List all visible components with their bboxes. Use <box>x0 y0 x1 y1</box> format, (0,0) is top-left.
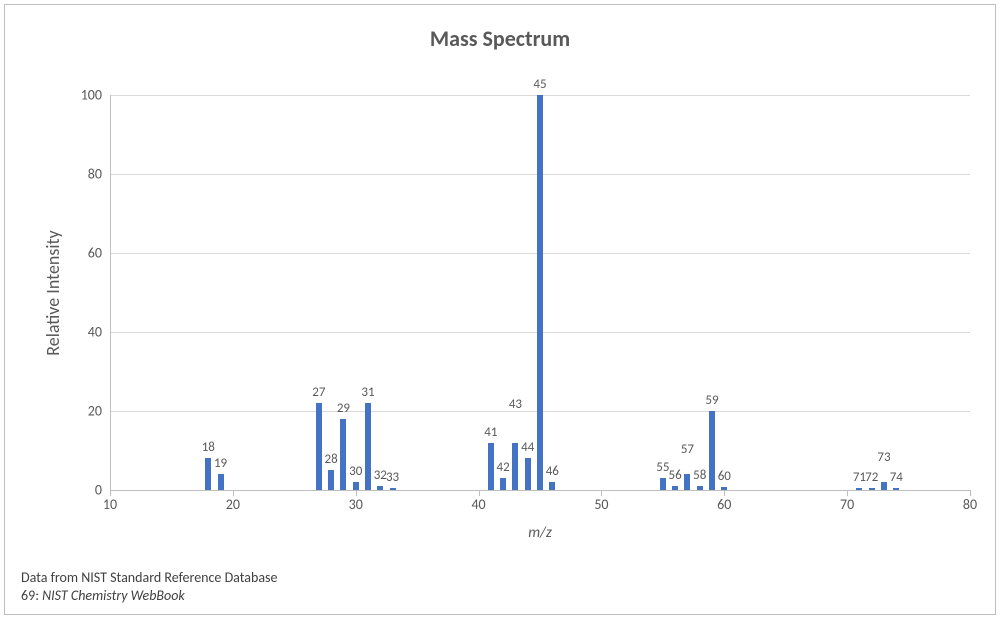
x-tick-label: 20 <box>226 490 240 513</box>
spectrum-bar <box>218 474 224 490</box>
spectrum-bar <box>721 487 727 490</box>
bar-value-label: 30 <box>349 464 362 479</box>
spectrum-bar <box>869 488 875 490</box>
y-axis-label: Relative Intensity <box>42 230 64 355</box>
y-tick-label: 20 <box>88 403 110 420</box>
y-tick-label: 60 <box>88 245 110 262</box>
bar-value-label: 43 <box>509 397 522 412</box>
plot-area: 0204060801001020304050607080181927282930… <box>110 95 970 490</box>
spectrum-bar <box>390 488 396 490</box>
x-tick-label: 50 <box>594 490 608 513</box>
bar-value-label: 46 <box>546 464 559 479</box>
x-tick-label: 30 <box>349 490 363 513</box>
spectrum-bar <box>488 443 494 490</box>
bar-value-label: 57 <box>681 442 694 457</box>
credit-line: 69: NIST Chemistry WebBook <box>21 587 277 605</box>
spectrum-bar <box>672 486 678 490</box>
bar-value-label: 28 <box>325 452 338 467</box>
spectrum-bar <box>893 488 899 490</box>
spectrum-bar <box>205 458 211 490</box>
y-tick-label: 100 <box>81 87 110 104</box>
spectrum-bar <box>537 95 543 490</box>
bar-value-label: 42 <box>497 460 510 475</box>
x-tick-label: 80 <box>963 490 977 513</box>
bar-value-label: 60 <box>718 469 731 484</box>
bar-value-label: 73 <box>877 450 890 465</box>
bar-value-label: 31 <box>361 385 374 400</box>
spectrum-bar <box>353 482 359 490</box>
y-axis-line <box>110 95 111 490</box>
chart-title: Mass Spectrum <box>5 25 995 52</box>
spectrum-bar <box>856 488 862 490</box>
spectrum-bar <box>525 458 531 490</box>
spectrum-bar <box>697 486 703 490</box>
spectrum-bar <box>365 403 371 490</box>
bar-value-label: 27 <box>312 385 325 400</box>
x-tick-label: 40 <box>471 490 485 513</box>
bar-value-label: 55 <box>656 460 669 475</box>
spectrum-bar <box>377 486 383 490</box>
bar-value-label: 19 <box>214 456 227 471</box>
y-tick-label: 80 <box>88 166 110 183</box>
bar-value-label: 74 <box>890 470 903 485</box>
spectrum-bar <box>881 482 887 490</box>
x-axis-label: m/z <box>528 524 552 542</box>
bar-value-label: 58 <box>693 468 706 483</box>
x-tick-label: 10 <box>103 490 117 513</box>
x-tick-label: 70 <box>840 490 854 513</box>
spectrum-bar <box>316 403 322 490</box>
spectrum-bar <box>328 470 334 490</box>
bar-value-label: 18 <box>202 440 215 455</box>
y-tick-label: 40 <box>88 324 110 341</box>
spectrum-bar <box>340 419 346 490</box>
bar-value-label: 45 <box>533 77 546 92</box>
x-tick-label: 60 <box>717 490 731 513</box>
spectrum-bar <box>512 443 518 490</box>
spectrum-bar <box>500 478 506 490</box>
spectrum-bar <box>549 482 555 490</box>
bar-value-label: 41 <box>484 425 497 440</box>
bar-value-label: 32 <box>374 468 387 483</box>
spectrum-bar <box>660 478 666 490</box>
bar-value-label: 59 <box>705 393 718 408</box>
bar-value-label: 71 <box>853 470 866 485</box>
chart-container: Mass Spectrum 02040608010010203040506070… <box>4 4 996 615</box>
credit-line: Data from NIST Standard Reference Databa… <box>21 569 277 587</box>
bar-value-label: 29 <box>337 401 350 416</box>
bar-value-label: 72 <box>865 470 878 485</box>
spectrum-bar <box>709 411 715 490</box>
bar-value-label: 44 <box>521 440 534 455</box>
bar-value-label: 56 <box>669 468 682 483</box>
data-credit: Data from NIST Standard Reference Databa… <box>21 569 277 604</box>
spectrum-bar <box>684 474 690 490</box>
bar-value-label: 33 <box>386 470 399 485</box>
